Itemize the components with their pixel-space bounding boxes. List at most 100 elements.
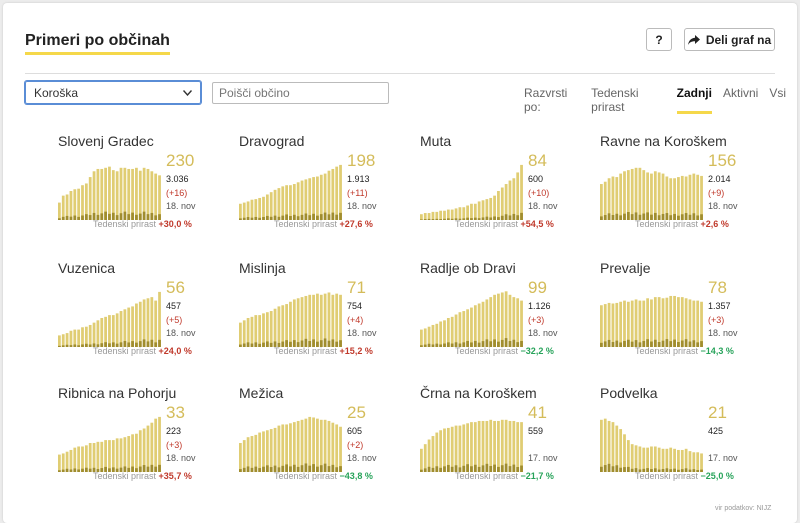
bar-active-segment [450, 343, 454, 347]
bar [634, 445, 638, 472]
sort-option-all[interactable]: Vsi [769, 86, 786, 100]
bar-active-segment [327, 466, 331, 472]
bar [500, 419, 504, 472]
daily-delta: (+5) [166, 315, 183, 325]
bar-active-segment [81, 468, 84, 472]
bar [273, 427, 277, 472]
bar [285, 424, 288, 472]
municipality-name: Dravograd [239, 133, 305, 149]
bar-active-segment [96, 344, 100, 347]
bar-active-segment [138, 213, 142, 220]
bar [657, 172, 661, 220]
bar [603, 418, 607, 472]
bar-active-segment [653, 339, 657, 347]
bar-active-segment [84, 467, 88, 472]
bar [443, 428, 446, 472]
bar [81, 185, 84, 220]
bar-active-segment [692, 213, 696, 220]
sort-bar: Razvrsti po: Tedenski prirast Zadnji Akt… [524, 86, 797, 114]
bar-active-segment [115, 215, 119, 220]
bar [127, 436, 131, 472]
bar-active-segment [246, 217, 250, 220]
bar-active-segment [69, 216, 73, 220]
daily-delta: (+11) [347, 188, 368, 198]
bar [81, 327, 84, 347]
bar-active-segment [254, 342, 258, 347]
bar [646, 298, 649, 347]
region-select[interactable]: Koroška [25, 81, 201, 104]
bar [696, 174, 700, 220]
bar [316, 176, 319, 220]
municipality-search-input[interactable] [212, 82, 389, 104]
bar [335, 293, 339, 347]
bar [677, 177, 680, 220]
bar-active-segment [657, 469, 661, 472]
share-button[interactable]: Deli graf na [684, 28, 775, 51]
bar-active-segment [108, 213, 111, 220]
bar [104, 440, 107, 472]
bar-active-segment [493, 339, 496, 347]
latest-count: 25 [347, 403, 366, 422]
bar [154, 418, 158, 472]
bar-active-segment [634, 468, 638, 472]
bar-active-segment [239, 344, 242, 347]
bar-active-segment [516, 342, 520, 347]
bar [653, 171, 657, 220]
bar-active-segment [65, 344, 69, 347]
bar-active-segment [289, 341, 292, 347]
bar [420, 448, 423, 472]
bar [630, 300, 634, 347]
weekly-growth-label: Tedenski prirast [93, 471, 157, 481]
bar [300, 297, 304, 347]
bar [427, 326, 431, 347]
weekly-growth: Tedenski prirast −21,7 % [455, 471, 554, 481]
bar [450, 209, 454, 220]
weekly-growth: Tedenski prirast +35,7 % [93, 471, 192, 481]
bar [327, 292, 331, 347]
bar [88, 177, 92, 220]
cases-bar-chart [239, 416, 342, 472]
bar-active-segment [607, 213, 611, 220]
bar [308, 178, 312, 220]
bar-active-segment [493, 464, 496, 472]
sort-option-weekly[interactable]: Tedenski prirast [591, 86, 639, 114]
cases-bar-chart [239, 292, 342, 347]
bar [146, 168, 150, 220]
bar [304, 179, 308, 220]
bar [123, 309, 127, 347]
bar-active-segment [339, 212, 342, 220]
weekly-growth-label: Tedenski prirast [635, 471, 699, 481]
weekly-growth-value: +2,6 % [700, 219, 729, 229]
bar-active-segment [269, 467, 273, 472]
bar [84, 326, 88, 347]
bar-active-segment [661, 468, 665, 472]
bar-active-segment [669, 341, 673, 347]
bar [92, 171, 96, 220]
date-label: 18. nov [166, 453, 196, 463]
bar [319, 174, 323, 220]
bar [458, 207, 462, 220]
bar [327, 420, 331, 472]
bar [239, 203, 242, 220]
bar [470, 307, 473, 347]
bar [73, 447, 77, 472]
weekly-growth: Tedenski prirast −14,3 % [635, 346, 734, 356]
bar [100, 168, 104, 220]
bar [142, 299, 146, 347]
bar [111, 440, 115, 472]
help-button[interactable]: ? [646, 28, 672, 51]
bar-active-segment [146, 466, 150, 472]
bar [319, 294, 323, 347]
sort-option-active[interactable]: Aktivni [722, 86, 759, 100]
bar-active-segment [146, 214, 150, 220]
bar [420, 214, 423, 220]
bar-active-segment [630, 468, 634, 472]
bar-active-segment [92, 343, 96, 347]
bar-active-segment [435, 218, 439, 220]
bar [512, 297, 516, 347]
sort-option-latest[interactable]: Zadnji [676, 86, 712, 114]
bar [300, 180, 304, 220]
weekly-growth-value: +15,2 % [339, 346, 373, 356]
bar-active-segment [269, 342, 273, 347]
bar [600, 419, 603, 472]
